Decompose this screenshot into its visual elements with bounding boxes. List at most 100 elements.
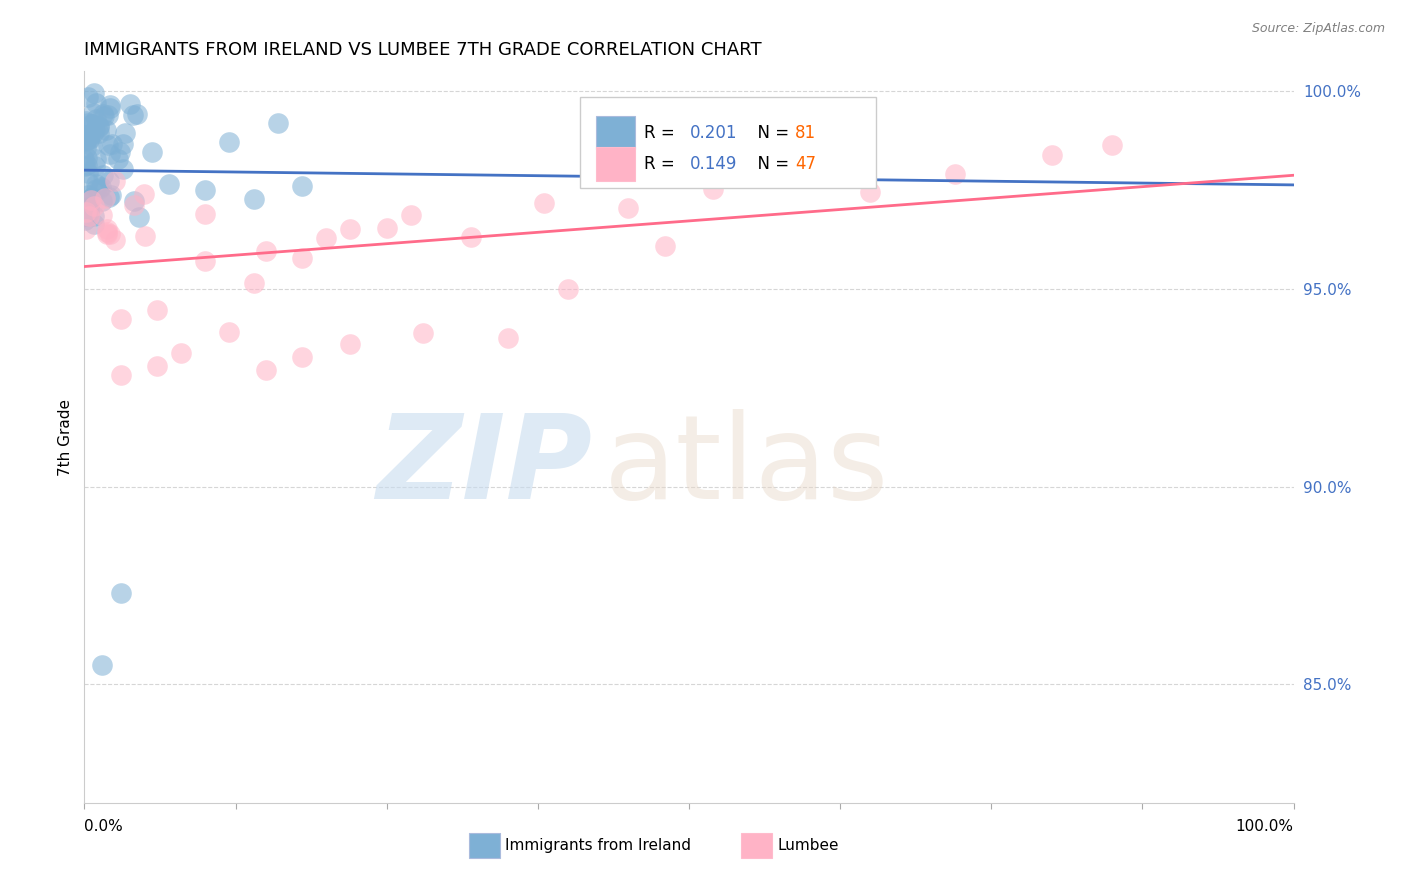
Point — [86, 96, 108, 111]
Point — [76, 188, 98, 202]
Point — [73, 194, 96, 209]
Point — [90, 179, 112, 194]
Point — [94, 123, 117, 137]
Point — [108, 145, 131, 160]
Point — [76, 158, 98, 172]
FancyBboxPatch shape — [741, 833, 772, 858]
Point — [194, 183, 217, 197]
Point — [83, 209, 105, 223]
Point — [75, 209, 97, 223]
Text: IMMIGRANTS FROM IRELAND VS LUMBEE 7TH GRADE CORRELATION CHART: IMMIGRANTS FROM IRELAND VS LUMBEE 7TH GR… — [84, 41, 762, 59]
Point — [1101, 137, 1123, 152]
Point — [111, 136, 134, 151]
Point — [73, 128, 96, 142]
Point — [557, 282, 579, 296]
Text: 0.0%: 0.0% — [84, 819, 124, 834]
Point — [218, 325, 240, 339]
Point — [120, 97, 142, 112]
Point — [267, 116, 290, 130]
Point — [80, 190, 103, 204]
Point — [93, 109, 115, 123]
Point — [110, 312, 132, 326]
Point — [134, 187, 156, 202]
Point — [77, 174, 100, 188]
Point — [101, 136, 124, 151]
Text: Lumbee: Lumbee — [778, 838, 839, 853]
Point — [859, 185, 882, 199]
Point — [84, 112, 107, 126]
Point — [242, 277, 264, 291]
Y-axis label: 7th Grade: 7th Grade — [58, 399, 73, 475]
Text: 0.201: 0.201 — [690, 124, 738, 142]
Point — [77, 132, 100, 146]
Point — [654, 239, 676, 253]
Point — [254, 363, 277, 377]
Point — [82, 106, 104, 120]
Point — [89, 126, 111, 140]
Point — [97, 190, 120, 204]
Point — [80, 117, 103, 131]
Point — [194, 254, 217, 268]
Point — [291, 350, 314, 364]
Point — [82, 126, 104, 140]
Point — [127, 107, 149, 121]
Point — [339, 336, 361, 351]
Point — [89, 119, 111, 133]
Point — [96, 225, 118, 239]
Point — [94, 191, 117, 205]
Point — [80, 191, 103, 205]
Point — [80, 117, 103, 131]
Point — [702, 182, 724, 196]
Point — [91, 106, 114, 120]
Point — [96, 227, 118, 241]
Point — [157, 177, 180, 191]
Point — [943, 167, 966, 181]
Point — [617, 201, 640, 215]
Point — [533, 195, 555, 210]
FancyBboxPatch shape — [581, 97, 876, 188]
Point — [83, 217, 105, 231]
Point — [91, 194, 114, 208]
Point — [104, 174, 127, 188]
Point — [98, 102, 121, 116]
Point — [73, 159, 96, 173]
Point — [80, 193, 103, 207]
Point — [75, 128, 97, 142]
Point — [194, 207, 217, 221]
Point — [375, 220, 398, 235]
Point — [84, 159, 107, 173]
Point — [114, 127, 136, 141]
Point — [77, 166, 100, 180]
Text: N =: N = — [747, 154, 794, 173]
Point — [75, 140, 97, 154]
Point — [80, 139, 103, 153]
Point — [84, 152, 107, 166]
Point — [141, 145, 163, 159]
Point — [218, 135, 240, 149]
Point — [76, 90, 98, 104]
Point — [84, 123, 107, 137]
Point — [412, 326, 434, 341]
Point — [146, 359, 169, 373]
Point — [97, 108, 120, 122]
Point — [775, 168, 797, 182]
Point — [170, 346, 193, 360]
Point — [76, 200, 98, 214]
Text: atlas: atlas — [605, 409, 890, 524]
Point — [460, 230, 482, 244]
Point — [110, 586, 132, 600]
Point — [254, 244, 277, 259]
Point — [124, 197, 146, 211]
FancyBboxPatch shape — [596, 116, 634, 149]
Point — [75, 114, 97, 128]
Point — [100, 97, 122, 112]
Text: ZIP: ZIP — [377, 409, 592, 524]
Point — [83, 86, 105, 100]
Point — [87, 182, 110, 196]
Point — [399, 208, 422, 222]
Point — [291, 179, 314, 194]
Point — [89, 120, 111, 134]
Text: Source: ZipAtlas.com: Source: ZipAtlas.com — [1251, 22, 1385, 36]
Point — [91, 657, 114, 672]
Point — [291, 251, 314, 265]
